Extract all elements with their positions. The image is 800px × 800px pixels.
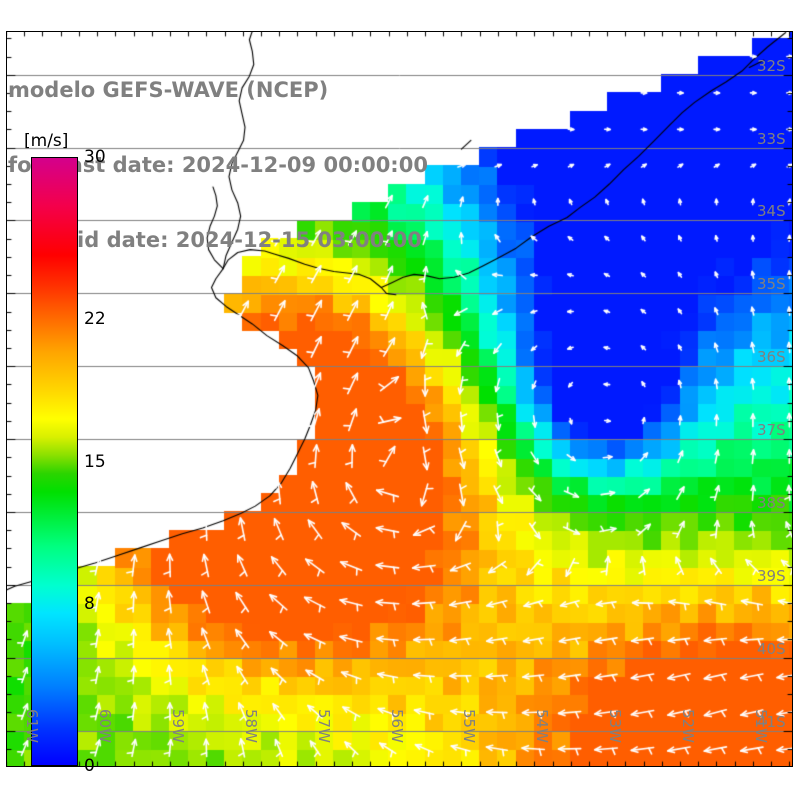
lon-label-57W: 57W <box>314 709 333 743</box>
lon-label-53W: 53W <box>606 709 625 743</box>
lon-label-58W: 58W <box>241 709 260 743</box>
wind-speed-heatmap-canvas <box>6 31 793 767</box>
lon-label-54W: 54W <box>533 709 552 743</box>
lat-label-32S: 32S <box>757 56 786 75</box>
lon-label-61W: 61W <box>23 709 42 743</box>
colorbar-tick-30: 30 <box>84 147 106 167</box>
lon-label-52W: 52W <box>678 709 697 743</box>
colorbar-unit-label: [m/s] <box>24 131 69 151</box>
lat-label-38S: 38S <box>757 493 786 512</box>
lon-label-55W: 55W <box>460 709 479 743</box>
lat-label-39S: 39S <box>757 566 786 585</box>
colorbar-tick-0: 0 <box>84 756 95 776</box>
lon-label-51W: 51W <box>751 709 770 743</box>
lat-label-36S: 36S <box>757 348 786 367</box>
colorbar-tick-22: 22 <box>84 309 106 330</box>
lon-label-56W: 56W <box>387 709 406 743</box>
map-plot-area[interactable] <box>6 31 793 767</box>
colorbar[interactable] <box>31 157 78 766</box>
colorbar-gradient <box>31 157 78 766</box>
lat-label-40S: 40S <box>757 639 786 658</box>
lat-label-34S: 34S <box>757 202 786 221</box>
lon-label-59W: 59W <box>168 709 187 743</box>
lon-label-60W: 60W <box>96 709 115 743</box>
lat-label-37S: 37S <box>757 421 786 440</box>
colorbar-tick-15: 15 <box>84 451 106 472</box>
lat-label-41S: 41S <box>757 712 786 731</box>
lat-label-35S: 35S <box>757 275 786 294</box>
colorbar-tick-8: 8 <box>84 593 95 614</box>
lat-label-33S: 33S <box>757 129 786 148</box>
